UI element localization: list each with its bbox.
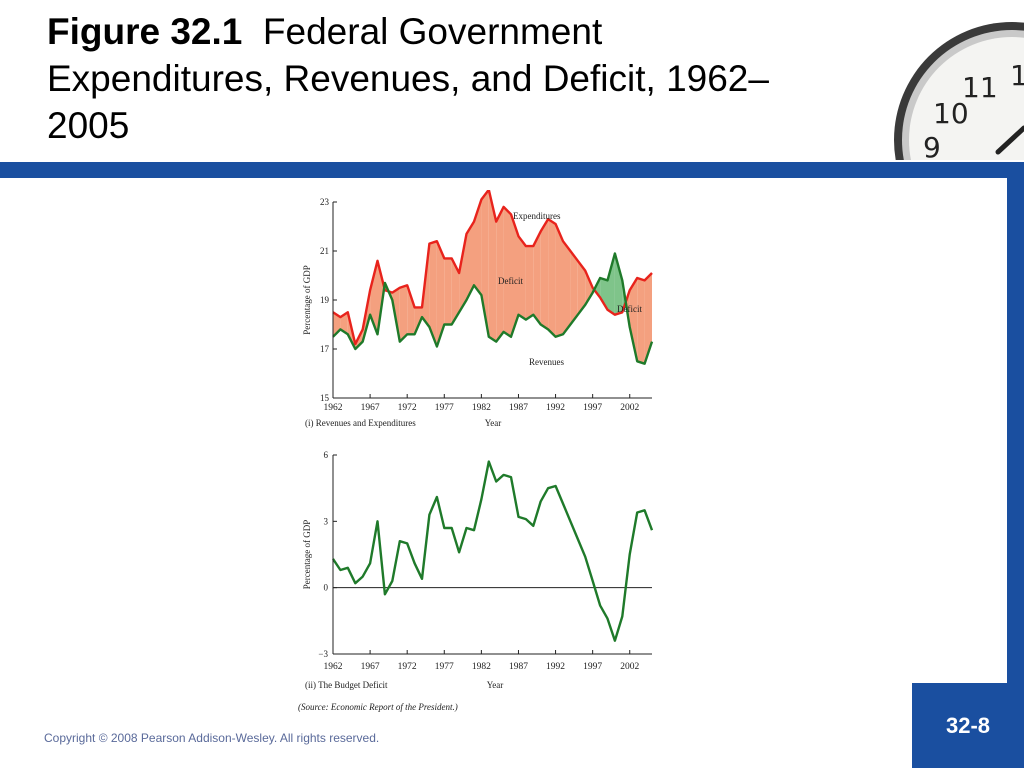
- clock-numeral: 12: [1010, 59, 1024, 92]
- x-tick-label-1: 1997: [583, 403, 602, 413]
- source-note: (Source: Economic Report of the Presiden…: [298, 702, 458, 712]
- clock-numeral: 11: [962, 71, 998, 104]
- x-axis-label-1: Year: [485, 418, 502, 428]
- deficit-area: [644, 273, 652, 364]
- deficit-area: [444, 258, 452, 325]
- y-tick-label-1: 19: [320, 295, 330, 305]
- x-tick-label-2: 1992: [546, 662, 565, 672]
- deficit-line: [332, 460, 654, 642]
- deficit-annotation-2: Deficit: [617, 304, 642, 314]
- deficit-area: [511, 214, 519, 337]
- deficit-area: [637, 278, 645, 364]
- revenues-annotation: Revenues: [529, 357, 564, 367]
- y-tick-label-2: 3: [324, 516, 329, 526]
- page-number: 32-8: [912, 683, 1024, 768]
- x-tick-label-2: 1977: [435, 662, 454, 672]
- x-tick-label-2: 1962: [324, 662, 343, 672]
- deficit-area: [548, 219, 556, 337]
- deficit-area: [585, 270, 593, 305]
- x-tick-label-1: 1972: [398, 403, 417, 413]
- deficit-area: [466, 221, 474, 300]
- y-tick-label-1: 23: [320, 197, 330, 207]
- deficit-area: [407, 285, 415, 335]
- x-tick-label-1: 1982: [472, 403, 491, 413]
- x-tick-label-2: 1967: [361, 662, 380, 672]
- x-tick-label-2: 1987: [509, 662, 528, 672]
- y-axis-label-2: Percentage of GDP: [302, 520, 312, 589]
- right-accent-strip: [1007, 178, 1024, 768]
- figure-title: Federal Government Expenditures, Revenue…: [47, 11, 769, 146]
- y-tick-label-2: −3: [318, 649, 328, 659]
- clock-numeral: 10: [933, 97, 969, 130]
- deficit-area: [577, 260, 586, 315]
- clock-numeral: 9: [923, 131, 941, 160]
- deficit-area: [629, 278, 638, 362]
- deficit-area: [503, 206, 511, 337]
- figure-chart: 15 17 19 21 23 1962 1967 1972 1977 1982 1987 1992 19…: [298, 190, 654, 712]
- revenues-line: [332, 252, 654, 365]
- y-tick-label-2: 6: [324, 450, 329, 460]
- deficit-area: [399, 285, 408, 342]
- x-tick-label-1: 1992: [546, 403, 565, 413]
- surplus-area: [607, 253, 615, 315]
- x-tick-label-1: 1977: [435, 403, 454, 413]
- y-tick-label-1: 17: [320, 344, 330, 354]
- x-tick-label-2: 2002: [620, 662, 639, 672]
- deficit-area: [459, 233, 467, 313]
- deficit-area: [488, 190, 497, 342]
- header-divider-bar: [0, 162, 1024, 178]
- deficit-area: [496, 206, 504, 342]
- slide-title: Figure 32.1 Federal Government Expenditu…: [47, 8, 807, 149]
- x-tick-label-2: 1972: [398, 662, 417, 672]
- deficit-annotation: Deficit: [498, 276, 523, 286]
- deficit-area: [474, 199, 482, 296]
- y-tick-label-1: 15: [320, 393, 330, 403]
- x-tick-label-2: 1982: [472, 662, 491, 672]
- x-axis-label-2: Year: [487, 680, 504, 690]
- deficit-area: [533, 231, 541, 325]
- deficit-area: [540, 219, 549, 330]
- deficit-area: [451, 258, 460, 325]
- deficit-area: [518, 236, 526, 320]
- deficit-area: [436, 241, 445, 347]
- x-tick-label-2: 1997: [583, 662, 602, 672]
- deficit-area: [429, 241, 437, 347]
- deficit-area: [370, 260, 378, 335]
- x-tick-label-1: 1962: [324, 403, 343, 413]
- x-tick-label-1: 2002: [620, 403, 639, 413]
- expenditures-line: [332, 190, 653, 346]
- expenditures-annotation: Expenditures: [513, 211, 561, 221]
- surplus-area: [600, 278, 608, 310]
- y-axis-label-1: Percentage of GDP: [302, 265, 312, 334]
- deficit-area: [555, 224, 563, 337]
- surplus-area: [614, 253, 623, 315]
- deficit-area: [525, 246, 534, 320]
- x-tick-label-1: 1967: [361, 403, 380, 413]
- y-tick-label-2: 0: [324, 583, 329, 593]
- deficit-area: [570, 251, 578, 325]
- x-tick-label-1: 1987: [509, 403, 528, 413]
- y-tick-label-1: 21: [320, 246, 329, 256]
- clock-image: 12 11 10 9: [880, 0, 1024, 160]
- deficit-area: [340, 312, 348, 335]
- panel-caption-1: (i) Revenues and Expenditures: [305, 418, 416, 428]
- deficit-area: [563, 241, 571, 335]
- panel-caption-2: (ii) The Budget Deficit: [305, 680, 388, 690]
- copyright-notice: Copyright © 2008 Pearson Addison-Wesley.…: [44, 731, 380, 745]
- figure-number: Figure 32.1: [47, 11, 243, 52]
